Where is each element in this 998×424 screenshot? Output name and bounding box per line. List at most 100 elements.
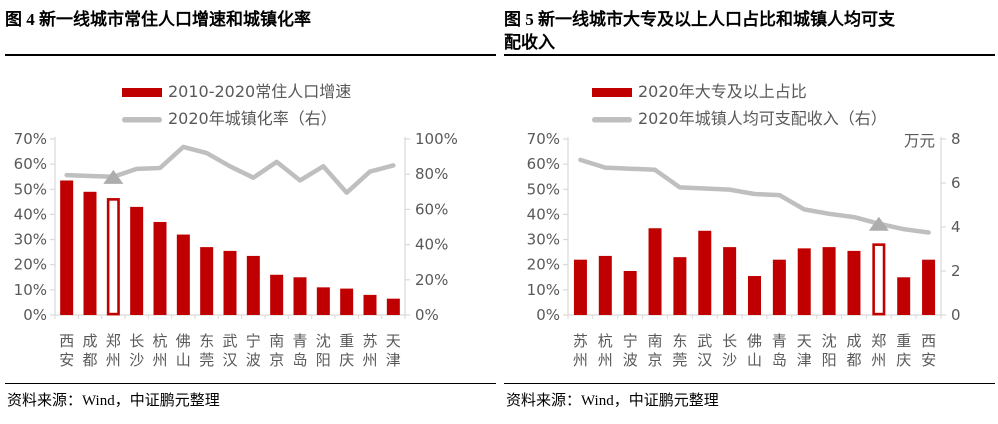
category-label-重庆: 重庆 bbox=[896, 332, 911, 369]
right-axis-label: 6 bbox=[951, 174, 961, 192]
category-label-南京: 南京 bbox=[647, 332, 662, 369]
right-axis-label: 8 bbox=[951, 130, 961, 148]
bar-成都 bbox=[83, 191, 97, 315]
category-label-武汉: 武汉 bbox=[697, 332, 712, 369]
category-label-沈阳: 沈阳 bbox=[822, 332, 837, 369]
left-axis-label: 30% bbox=[14, 231, 47, 249]
bar-长沙 bbox=[723, 247, 737, 315]
category-label-郑州: 郑州 bbox=[871, 332, 886, 369]
left-axis-label: 50% bbox=[527, 180, 560, 198]
bar-杭州 bbox=[598, 255, 612, 315]
category-label-成都: 成都 bbox=[82, 332, 97, 369]
category-label-苏州: 苏州 bbox=[573, 332, 588, 369]
line-series bbox=[578, 157, 931, 235]
bar-南京 bbox=[648, 228, 662, 315]
bar-武汉 bbox=[698, 230, 712, 315]
line-series bbox=[64, 144, 396, 195]
bar-宁波 bbox=[623, 271, 637, 315]
category-label-东莞: 东莞 bbox=[672, 332, 687, 369]
legend-label: 2020年城镇人均可支配收入（右） bbox=[638, 109, 887, 128]
left-axis-label: 60% bbox=[14, 155, 47, 173]
figure5-chart: 0% 10% 20% 30% 40% 50% 60% 70% 0 2 4 6 8 万元 2020年大专及以上… bbox=[527, 82, 961, 369]
category-label-青岛: 青岛 bbox=[772, 332, 787, 369]
category-label-武汉: 武汉 bbox=[222, 332, 237, 369]
left-axis-label: 10% bbox=[527, 281, 560, 299]
figure4-chart-area: 0% 10% 20% 30% 40% 50% 60% 70% 0% 20% 40% 60% 80% 100… bbox=[0, 56, 499, 381]
bar-天津 bbox=[797, 248, 811, 315]
bar-东莞 bbox=[673, 257, 687, 315]
right-axis-label: 2 bbox=[951, 262, 961, 280]
left-axis-label: 30% bbox=[527, 231, 560, 249]
bar-重庆 bbox=[897, 277, 911, 315]
left-axis-label: 40% bbox=[527, 205, 560, 223]
triangle-marker-郑州 bbox=[868, 216, 889, 231]
category-label-郑州: 郑州 bbox=[106, 332, 121, 369]
left-axis-label: 40% bbox=[14, 205, 47, 223]
right-axis-label: 80% bbox=[415, 165, 448, 183]
bar-青岛 bbox=[293, 277, 307, 315]
category-label-长沙: 长沙 bbox=[722, 332, 737, 369]
category-label-杭州: 杭州 bbox=[152, 332, 167, 369]
right-axis-label: 20% bbox=[415, 271, 448, 289]
figure4-chart: 0% 10% 20% 30% 40% 50% 60% 70% 0% 20% 40% 60% 80% 100… bbox=[14, 82, 458, 369]
bar-杭州 bbox=[153, 221, 167, 315]
category-label-天津: 天津 bbox=[797, 332, 812, 369]
category-label-苏州: 苏州 bbox=[362, 332, 377, 369]
right-axis-label: 40% bbox=[415, 236, 448, 254]
category-label-佛山: 佛山 bbox=[747, 332, 762, 369]
bar-重庆 bbox=[340, 288, 354, 315]
category-label-天津: 天津 bbox=[386, 332, 401, 369]
figure4-title: 图 4 新一线城市常住人口增速和城镇化率 bbox=[5, 10, 311, 29]
figure4-source: 资料来源：Wind，中证鹏元整理 bbox=[5, 383, 496, 418]
category-label-宁波: 宁波 bbox=[246, 332, 261, 369]
right-axis-label: 100% bbox=[415, 130, 458, 148]
legend-swatch-line bbox=[122, 117, 162, 123]
left-axis-label: 10% bbox=[14, 281, 47, 299]
category-label-西安: 西安 bbox=[59, 332, 74, 369]
figure5-title: 图 5 新一线城市大专及以上人口占比和城镇人均可支配收入 bbox=[504, 10, 895, 52]
left-axis-label: 20% bbox=[14, 256, 47, 274]
bar-苏州 bbox=[573, 259, 587, 315]
bar-武汉 bbox=[223, 250, 237, 315]
category-label-青岛: 青岛 bbox=[292, 332, 307, 369]
legend-swatch-line bbox=[592, 117, 632, 123]
left-axis-label: 70% bbox=[14, 130, 47, 148]
figure4-title-row: 图 4 新一线城市常住人口增速和城镇化率 bbox=[5, 5, 496, 56]
right-axis-label: 0% bbox=[415, 306, 439, 324]
bar-佛山 bbox=[176, 234, 190, 315]
bar-宁波 bbox=[246, 255, 260, 315]
bar-青岛 bbox=[772, 259, 786, 315]
figure5-panel: 图 5 新一线城市大专及以上人口占比和城镇人均可支配收入 0% 10% 20% 30%… bbox=[499, 5, 998, 418]
category-label-西安: 西安 bbox=[921, 332, 936, 369]
bar-highlight-郑州 bbox=[106, 198, 120, 316]
right-axis-unit-label: 万元 bbox=[904, 132, 935, 150]
bar-西安 bbox=[922, 259, 936, 315]
bar-东莞 bbox=[200, 247, 214, 315]
legend-label: 2020年大专及以上占比 bbox=[638, 82, 807, 101]
triangle-marker-郑州 bbox=[103, 169, 124, 184]
category-label-沈阳: 沈阳 bbox=[316, 332, 331, 369]
category-label-宁波: 宁波 bbox=[623, 332, 638, 369]
category-label-南京: 南京 bbox=[269, 332, 284, 369]
right-axis-label: 0 bbox=[951, 306, 961, 324]
figure5-chart-area: 0% 10% 20% 30% 40% 50% 60% 70% 0 2 4 6 8 万元 2020年大专及以上… bbox=[499, 56, 998, 381]
bar-highlight-郑州 bbox=[872, 243, 886, 316]
bar-成都 bbox=[847, 250, 861, 315]
legend-label: 2010-2020常住人口增速 bbox=[168, 82, 351, 101]
figure5-title-row: 图 5 新一线城市大专及以上人口占比和城镇人均可支配收入 bbox=[504, 5, 995, 56]
bar-佛山 bbox=[748, 276, 761, 315]
right-axis-label: 60% bbox=[415, 200, 448, 218]
left-axis-label: 70% bbox=[527, 130, 560, 148]
category-label-重庆: 重庆 bbox=[339, 332, 354, 369]
left-axis-label: 0% bbox=[536, 306, 560, 324]
category-label-佛山: 佛山 bbox=[176, 332, 191, 369]
category-label-东莞: 东莞 bbox=[199, 332, 214, 369]
left-axis-label: 60% bbox=[527, 155, 560, 173]
bar-天津 bbox=[386, 298, 400, 315]
left-axis-label: 0% bbox=[23, 306, 47, 324]
left-axis-label: 50% bbox=[14, 180, 47, 198]
category-label-成都: 成都 bbox=[846, 332, 861, 369]
legend-swatch-bar bbox=[592, 88, 632, 97]
bar-沈阳 bbox=[822, 247, 836, 315]
